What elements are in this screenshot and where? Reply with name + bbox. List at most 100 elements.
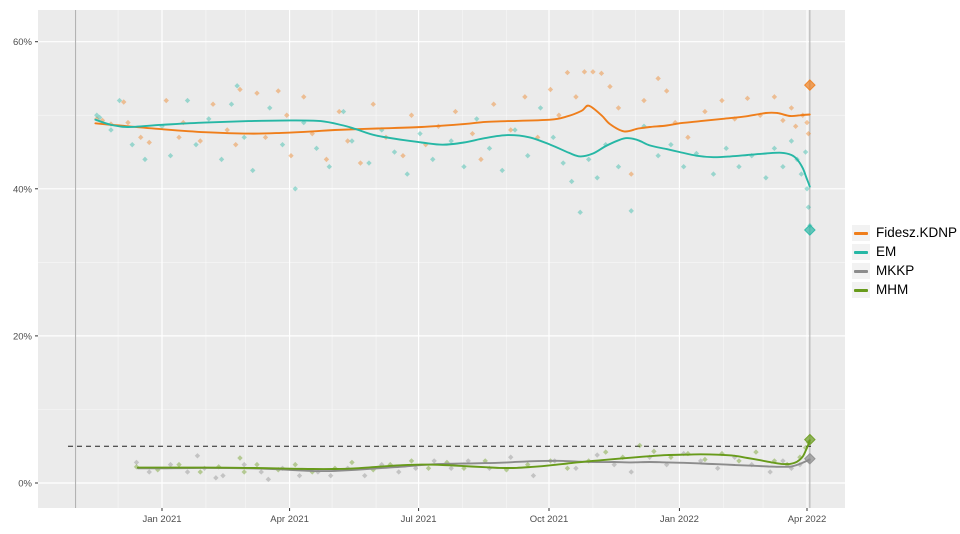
- data-point: [508, 454, 514, 460]
- y-axis-tick-label: 60%: [13, 37, 33, 48]
- data-point: [250, 167, 256, 174]
- data-point: [702, 456, 708, 463]
- data-point: [798, 171, 805, 177]
- data-point: [267, 105, 273, 111]
- data-point: [530, 472, 537, 479]
- data-point: [400, 153, 406, 159]
- data-point: [491, 101, 497, 107]
- data-point: [603, 449, 609, 455]
- data-point: [585, 156, 592, 163]
- data-point: [254, 461, 260, 468]
- data-point: [241, 469, 247, 475]
- data-point: [108, 127, 114, 133]
- legend-item-mkkp: MKKP: [852, 262, 957, 280]
- data-point: [448, 138, 454, 144]
- data-point: [340, 108, 347, 115]
- data-point: [323, 156, 330, 163]
- data-point: [94, 112, 100, 118]
- data-point: [142, 156, 148, 163]
- data-point: [146, 469, 152, 475]
- data-point: [469, 130, 476, 137]
- data-point: [408, 458, 415, 464]
- data-point: [611, 461, 617, 468]
- data-point: [522, 94, 528, 100]
- trend-line: [136, 439, 811, 471]
- data-point: [771, 145, 778, 152]
- data-point: [719, 97, 725, 104]
- data-point: [197, 138, 203, 144]
- data-point: [732, 454, 738, 460]
- data-point: [668, 454, 674, 460]
- data-point: [615, 164, 622, 170]
- data-point: [512, 127, 518, 133]
- data-point: [525, 153, 531, 159]
- legend-label: Fidesz.KDNP: [876, 225, 958, 240]
- data-point: [732, 116, 738, 122]
- data-point: [763, 175, 769, 181]
- data-point: [116, 97, 123, 104]
- data-point: [241, 134, 247, 141]
- data-point: [275, 88, 281, 94]
- data-point: [564, 69, 571, 76]
- data-point: [710, 171, 717, 177]
- data-point: [96, 114, 103, 121]
- data-point: [417, 130, 423, 137]
- data-point: [805, 204, 812, 210]
- data-point: [753, 449, 759, 455]
- legend-item-em: EM: [852, 243, 957, 261]
- data-point: [668, 141, 674, 148]
- legend-key-icon: [852, 282, 870, 298]
- trend-line: [136, 458, 811, 473]
- data-point: [345, 138, 351, 144]
- data-point: [474, 116, 480, 122]
- data-point: [258, 469, 264, 475]
- data-point: [802, 444, 809, 451]
- data-point: [607, 83, 613, 90]
- data-point: [233, 141, 239, 148]
- data-point: [430, 156, 436, 163]
- data-point: [366, 160, 372, 166]
- election-result-marker: [803, 224, 816, 236]
- data-point: [663, 88, 670, 94]
- data-point: [349, 459, 355, 466]
- data-point: [797, 454, 803, 460]
- y-axis-tick-label: 0%: [18, 479, 32, 490]
- data-point: [425, 465, 432, 471]
- data-point: [508, 127, 514, 133]
- data-point: [573, 94, 579, 100]
- data-point: [736, 458, 742, 464]
- data-point: [94, 116, 100, 122]
- data-point: [590, 69, 596, 75]
- data-point: [292, 461, 298, 468]
- data-point: [265, 476, 272, 483]
- fidesz-line-swatch-icon: [854, 231, 868, 235]
- data-point: [213, 475, 219, 481]
- data-point: [744, 95, 751, 102]
- data-point: [767, 469, 773, 475]
- data-point: [197, 469, 203, 475]
- legend-label: EM: [876, 244, 897, 259]
- data-point: [499, 167, 505, 174]
- x-axis-tick-label: Apr 2021: [270, 514, 309, 525]
- data-point: [133, 459, 140, 466]
- x-axis-tick-label: Jan 2021: [142, 514, 181, 525]
- data-point: [404, 171, 410, 177]
- data-point: [525, 461, 531, 468]
- data-point: [413, 465, 419, 471]
- data-point: [176, 461, 182, 468]
- data-point: [448, 465, 454, 471]
- data-point: [327, 472, 334, 479]
- data-point: [237, 455, 243, 461]
- mhm-line-swatch-icon: [854, 288, 868, 292]
- data-point: [550, 134, 556, 141]
- data-point: [121, 99, 127, 105]
- data-point: [167, 153, 174, 159]
- data-point: [581, 69, 588, 75]
- data-point: [220, 472, 226, 479]
- panel-background: [38, 10, 845, 508]
- data-point: [254, 90, 260, 96]
- mkkp-line-swatch-icon: [854, 269, 868, 273]
- data-point: [408, 112, 415, 118]
- data-point: [296, 472, 303, 479]
- data-point: [129, 141, 135, 148]
